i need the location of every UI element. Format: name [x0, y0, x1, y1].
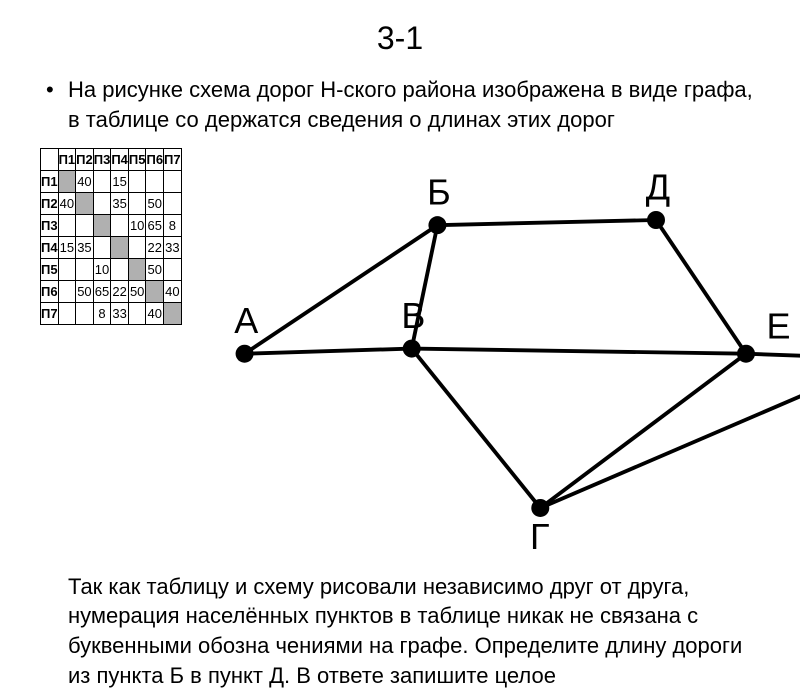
- row-header: П3: [41, 215, 59, 237]
- table-cell: 50: [76, 281, 94, 303]
- road-graph: АБВГДЕК: [206, 148, 800, 559]
- table-cell: [164, 303, 182, 325]
- row-header: П2: [41, 193, 59, 215]
- graph-node: [235, 345, 253, 363]
- table-cell: 10: [128, 215, 146, 237]
- table-cell: 50: [128, 281, 146, 303]
- table-cell: [111, 215, 129, 237]
- graph-label: Е: [766, 306, 790, 347]
- table-cell: [93, 171, 111, 193]
- table-cell: [76, 193, 94, 215]
- table-cell: [76, 303, 94, 325]
- table-cell: [164, 259, 182, 281]
- graph-label: А: [234, 301, 258, 342]
- graph-edge: [411, 349, 745, 354]
- table-cell: [111, 259, 129, 281]
- table-cell: 10: [93, 259, 111, 281]
- table-cell: [128, 193, 146, 215]
- table-cell: [76, 215, 94, 237]
- table-cell: 65: [146, 215, 164, 237]
- col-header: П7: [164, 149, 182, 171]
- table-cell: [146, 281, 164, 303]
- col-header: П5: [128, 149, 146, 171]
- table-cell: 33: [164, 237, 182, 259]
- table-cell: [93, 237, 111, 259]
- graph-label: В: [401, 295, 425, 336]
- row-header: П5: [41, 259, 59, 281]
- table-cell: [76, 259, 94, 281]
- table-cell: [128, 259, 146, 281]
- table-cell: [58, 215, 76, 237]
- graph-node: [531, 499, 549, 517]
- table-cell: 40: [76, 171, 94, 193]
- table-cell: [164, 193, 182, 215]
- row-header: П4: [41, 237, 59, 259]
- row-header: П6: [41, 281, 59, 303]
- graph-label: Д: [645, 167, 669, 208]
- table-cell: [128, 303, 146, 325]
- table-cell: [93, 193, 111, 215]
- table-cell: 8: [93, 303, 111, 325]
- table-cell: 8: [164, 215, 182, 237]
- col-header: П6: [146, 149, 164, 171]
- table-cell: [164, 171, 182, 193]
- table-cell: 35: [111, 193, 129, 215]
- table-cell: [128, 237, 146, 259]
- table-cell: 40: [164, 281, 182, 303]
- table-cell: [58, 259, 76, 281]
- row-header: П7: [41, 303, 59, 325]
- graph-edge: [411, 349, 540, 508]
- table-cell: 65: [93, 281, 111, 303]
- table-cell: [111, 237, 129, 259]
- intro-text: На рисунке схема дорог Н-ского района из…: [40, 75, 760, 134]
- content-row: П1П2П3П4П5П6П7 П14015П2403550П310658П415…: [40, 148, 760, 559]
- distance-table: П1П2П3П4П5П6П7 П14015П2403550П310658П415…: [40, 148, 182, 325]
- table-cell: 22: [111, 281, 129, 303]
- corner-cell: [41, 149, 59, 171]
- row-header: П1: [41, 171, 59, 193]
- graph-edge: [540, 359, 800, 508]
- table-cell: 33: [111, 303, 129, 325]
- graph-label: Б: [427, 172, 451, 213]
- table-cell: [93, 215, 111, 237]
- table-cell: 15: [58, 237, 76, 259]
- graph-node: [428, 217, 446, 235]
- table-cell: [58, 281, 76, 303]
- conclusion-text: Так как таблицу и схему рисовали независ…: [40, 572, 760, 691]
- graph-edge: [244, 349, 411, 354]
- graph-node: [402, 340, 420, 358]
- col-header: П1: [58, 149, 76, 171]
- graph-node: [737, 345, 755, 363]
- table-cell: 40: [146, 303, 164, 325]
- col-header: П3: [93, 149, 111, 171]
- graph-label: Г: [530, 517, 550, 558]
- table-cell: [58, 171, 76, 193]
- graph-node: [647, 211, 665, 229]
- table-cell: 50: [146, 259, 164, 281]
- col-header: П4: [111, 149, 129, 171]
- graph-edge: [656, 220, 746, 354]
- table-cell: [128, 171, 146, 193]
- table-cell: 40: [58, 193, 76, 215]
- table-cell: [146, 171, 164, 193]
- table-cell: 22: [146, 237, 164, 259]
- table-cell: 15: [111, 171, 129, 193]
- page-title: 3-1: [40, 20, 760, 57]
- graph-edge: [437, 220, 656, 225]
- table-cell: [58, 303, 76, 325]
- table-cell: 50: [146, 193, 164, 215]
- col-header: П2: [76, 149, 94, 171]
- table-cell: 35: [76, 237, 94, 259]
